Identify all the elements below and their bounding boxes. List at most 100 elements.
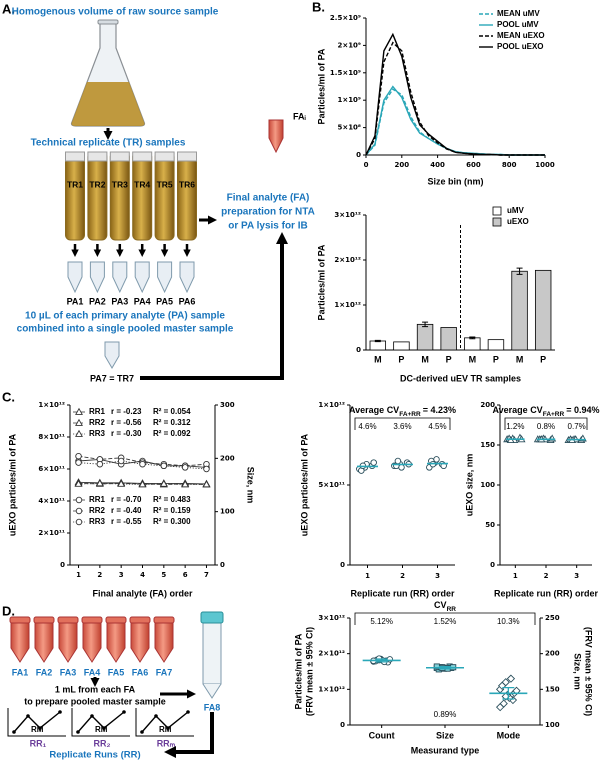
point [96, 460, 104, 468]
x-tick-label: 3 [435, 572, 440, 580]
run-dot [76, 730, 80, 734]
x-tick-label: Count [369, 730, 395, 740]
annotation-label: 0.7% [568, 422, 586, 431]
panel-label: C. [2, 389, 15, 404]
master-tip [202, 683, 222, 699]
series-line [365, 85, 545, 156]
run-point: RM [95, 725, 108, 734]
x-tick-label: 1 [365, 572, 370, 580]
tube-top [154, 151, 175, 162]
legend-swatch [492, 206, 502, 216]
y-tick-label: 0 [340, 721, 345, 729]
legend-stat: r = -0.56 [111, 418, 142, 427]
x-tick-label: 1 [76, 571, 81, 579]
fa-tube [268, 119, 284, 154]
x-axis-label: Final analyte (FA) order [92, 588, 193, 598]
y2-axis-label: (FRV mean ± 95% CI) [584, 627, 594, 716]
tube-label: PA5 [156, 296, 173, 306]
run-dot [38, 726, 42, 730]
legend-stat: R² = 0.300 [153, 517, 191, 526]
y-tick-label: 2×10¹² [318, 650, 345, 658]
legend-label: RR3 [89, 517, 106, 526]
tube-label: TR1 [67, 179, 83, 189]
run-dot [102, 726, 106, 730]
bar [464, 337, 481, 351]
instruction: to prepare pooled master sample [24, 696, 166, 706]
y-tick-label: 8×10¹¹ [38, 433, 65, 441]
y-tick-label: 300 [220, 401, 235, 409]
run-dot [26, 714, 30, 718]
annotation-title: Average CVFA+RR = 0.94% [493, 405, 600, 418]
fa-tube [130, 621, 150, 663]
point [203, 465, 210, 473]
legend-swatch [492, 217, 502, 227]
x-tick-label: 800 [502, 161, 517, 169]
tube-label: PA6 [179, 296, 196, 306]
tube-label: FA6 [132, 667, 149, 677]
x-tick-label: 1 [513, 572, 518, 580]
point [202, 480, 211, 488]
fa-tube [34, 621, 54, 663]
x-tick-label: M [516, 354, 524, 364]
legend-label: POOL uMV [497, 20, 539, 29]
master-cap [200, 611, 224, 624]
legend-label: RR2 [89, 418, 106, 427]
legend-stat: r = -0.23 [111, 407, 142, 416]
point [75, 452, 82, 460]
ci-bar [502, 686, 515, 700]
tube-label: TR4 [134, 179, 150, 189]
pool-arrow [140, 232, 288, 380]
fa-text: or PA lysis for IB [228, 221, 307, 232]
y-tick-label: 5×10⁸ [337, 124, 361, 132]
series-line [365, 41, 545, 156]
y-tick-label: 6×10¹¹ [38, 465, 65, 473]
tube-cap [9, 616, 31, 624]
small-tube [112, 261, 128, 294]
annotation-text: = 0.94% [566, 405, 599, 415]
tube-cap [57, 616, 79, 624]
legend-stat: R² = 0.483 [153, 495, 191, 504]
annotation-subscript: FA+RR [543, 411, 565, 418]
point [95, 479, 104, 487]
y-tick-label: 1×10¹² [38, 401, 65, 409]
x-tick-label: 3 [574, 572, 579, 580]
y-tick-label: 3×10¹² [334, 211, 361, 219]
y-tick-label: 2×10¹² [334, 256, 361, 264]
annotation-subscript: FA+RR [399, 411, 421, 418]
y-tick-label: 1.5×10⁹ [330, 69, 361, 77]
y-axis-label: uEXO size, nm [464, 454, 474, 517]
small-tube [134, 261, 150, 294]
tube-label: PA7 = TR7 [90, 373, 134, 383]
bar [440, 327, 457, 351]
run-frame [7, 708, 66, 737]
error-bar [374, 339, 381, 343]
run-frame [135, 708, 194, 737]
legend-label: RR3 [89, 429, 106, 438]
tube-label: FA1 [12, 667, 29, 677]
x-tick-label: P [398, 354, 404, 364]
y-tick-label: 100 [480, 481, 495, 489]
annotation-text: Average CV [493, 405, 543, 415]
y-tick-label: 1×10⁹ [337, 96, 361, 104]
series-line [365, 32, 545, 156]
y-tick-label: 1×10¹² [318, 401, 345, 409]
point [159, 479, 168, 487]
x-tick-label: 600 [466, 161, 481, 169]
annotation-title: CVRR [434, 600, 456, 613]
x-tick-label: 7 [204, 571, 209, 579]
y-axis-label: uEXO particles/ml of PA [7, 433, 17, 536]
x-tick-label: P [446, 354, 452, 364]
legend-label: MEAN uEXO [497, 31, 545, 40]
tube-label: FA3 [60, 667, 77, 677]
x-tick-label: 4 [140, 571, 145, 579]
x-tick-label: P [540, 354, 546, 364]
run-trace [13, 711, 61, 733]
run-dot [154, 714, 158, 718]
x-tick-label: 2 [544, 572, 549, 580]
tube-label: PA1 [67, 296, 84, 306]
tube [109, 151, 130, 241]
y-tick-label: 0 [356, 346, 361, 354]
x-tick-label: 1000 [535, 161, 555, 169]
instruction: 1 mL from each FA [55, 684, 136, 694]
